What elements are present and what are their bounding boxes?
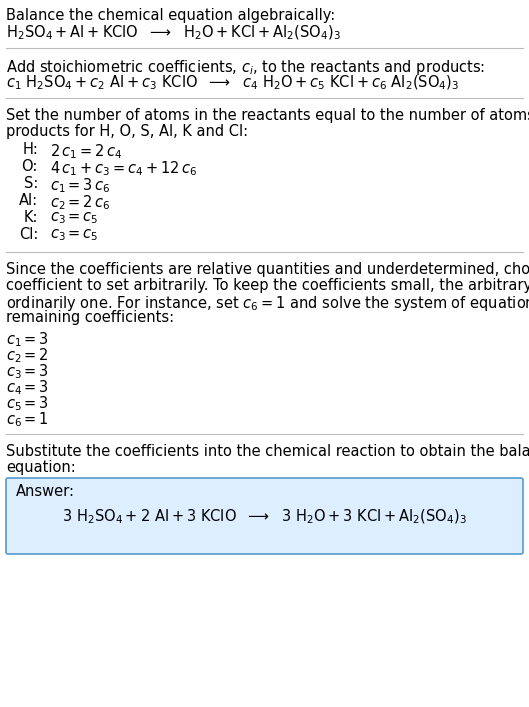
Text: H:: H: bbox=[22, 142, 38, 157]
Text: $c_3 = 3$: $c_3 = 3$ bbox=[6, 362, 49, 380]
Text: Al:: Al: bbox=[19, 193, 38, 208]
Text: Balance the chemical equation algebraically:: Balance the chemical equation algebraica… bbox=[6, 8, 335, 23]
Text: $c_2 = 2$: $c_2 = 2$ bbox=[6, 346, 49, 365]
Text: $4\,c_1 + c_3 = c_4 + 12\,c_6$: $4\,c_1 + c_3 = c_4 + 12\,c_6$ bbox=[50, 159, 197, 177]
Text: $c_5 = 3$: $c_5 = 3$ bbox=[6, 394, 49, 413]
Text: $3\ \mathrm{H_2SO_4} + 2\ \mathrm{Al} + 3\ \mathrm{KClO\ \ \longrightarrow\ \ 3\: $3\ \mathrm{H_2SO_4} + 2\ \mathrm{Al} + … bbox=[62, 508, 467, 527]
Text: remaining coefficients:: remaining coefficients: bbox=[6, 310, 174, 325]
Text: products for H, O, S, Al, K and Cl:: products for H, O, S, Al, K and Cl: bbox=[6, 124, 248, 139]
Text: O:: O: bbox=[22, 159, 38, 174]
Text: $c_1 = 3\,c_6$: $c_1 = 3\,c_6$ bbox=[50, 176, 111, 194]
Text: Cl:: Cl: bbox=[19, 227, 38, 242]
Text: $c_2 = 2\,c_6$: $c_2 = 2\,c_6$ bbox=[50, 193, 111, 211]
Text: $c_1 = 3$: $c_1 = 3$ bbox=[6, 330, 49, 349]
Text: $c_3 = c_5$: $c_3 = c_5$ bbox=[50, 210, 98, 226]
Text: coefficient to set arbitrarily. To keep the coefficients small, the arbitrary va: coefficient to set arbitrarily. To keep … bbox=[6, 278, 529, 293]
Text: $c_4 = 3$: $c_4 = 3$ bbox=[6, 378, 49, 397]
Text: Answer:: Answer: bbox=[16, 484, 75, 499]
Text: $2\,c_1 = 2\,c_4$: $2\,c_1 = 2\,c_4$ bbox=[50, 142, 122, 160]
Text: S:: S: bbox=[24, 176, 38, 191]
Text: $c_1\ \mathrm{H_2SO_4} + c_2\ \mathrm{Al} + c_3\ \mathrm{KClO\ \ \longrightarrow: $c_1\ \mathrm{H_2SO_4} + c_2\ \mathrm{Al… bbox=[6, 74, 459, 93]
FancyBboxPatch shape bbox=[6, 478, 523, 554]
Text: $c_3 = c_5$: $c_3 = c_5$ bbox=[50, 227, 98, 243]
Text: Since the coefficients are relative quantities and underdetermined, choose a: Since the coefficients are relative quan… bbox=[6, 262, 529, 277]
Text: ordinarily one. For instance, set $c_6 = 1$ and solve the system of equations fo: ordinarily one. For instance, set $c_6 =… bbox=[6, 294, 529, 313]
Text: Add stoichiometric coefficients, $c_i$, to the reactants and products:: Add stoichiometric coefficients, $c_i$, … bbox=[6, 58, 485, 77]
Text: Set the number of atoms in the reactants equal to the number of atoms in the: Set the number of atoms in the reactants… bbox=[6, 108, 529, 123]
Text: $\mathrm{H_2SO_4 + Al + KClO\ \ \longrightarrow\ \ H_2O + KCl + Al_2(SO_4)_3}$: $\mathrm{H_2SO_4 + Al + KClO\ \ \longrig… bbox=[6, 24, 341, 42]
Text: equation:: equation: bbox=[6, 460, 76, 475]
Text: $c_6 = 1$: $c_6 = 1$ bbox=[6, 410, 49, 428]
Text: K:: K: bbox=[23, 210, 38, 225]
Text: Substitute the coefficients into the chemical reaction to obtain the balanced: Substitute the coefficients into the che… bbox=[6, 444, 529, 459]
